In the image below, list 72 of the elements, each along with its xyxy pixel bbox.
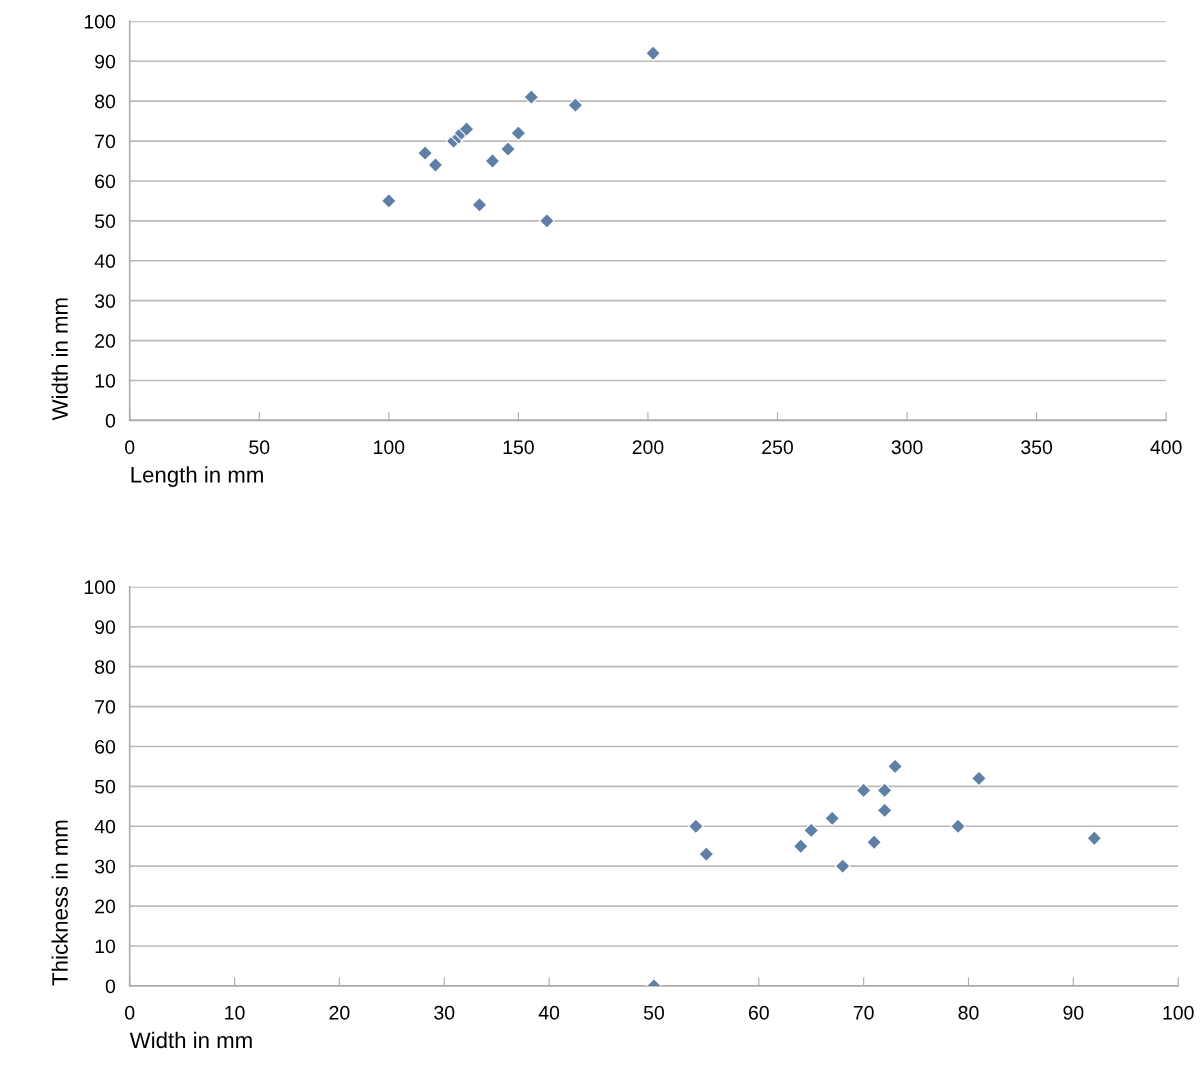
y-axis-title: Thickness in mm — [51, 820, 68, 986]
x-tick-label: 40 — [538, 1005, 560, 1020]
point — [458, 121, 475, 137]
point — [471, 197, 488, 213]
y-tick-label: 20 — [95, 334, 116, 348]
point — [855, 782, 872, 799]
y-tick-label: 90 — [95, 54, 116, 69]
point — [1086, 830, 1103, 847]
x-tick-label: 100 — [1163, 1005, 1194, 1020]
y-tick-label: 100 — [84, 14, 116, 29]
point — [500, 141, 516, 157]
point — [510, 125, 527, 141]
point — [824, 810, 841, 827]
y-tick-label: 80 — [95, 94, 116, 109]
x-tick-label: 0 — [125, 440, 135, 455]
y-tick-label: 20 — [95, 899, 116, 914]
point — [866, 834, 882, 851]
y-tick-label: 0 — [105, 979, 116, 994]
point — [417, 145, 433, 161]
x-tick-label: 400 — [1150, 440, 1182, 455]
point — [523, 89, 540, 105]
point — [539, 213, 555, 229]
y-tick-label: 10 — [95, 373, 116, 388]
x-tick-label: 250 — [762, 440, 793, 455]
point — [876, 782, 893, 799]
y-tick-label: 50 — [94, 779, 116, 794]
x-tick-label: 70 — [853, 1005, 874, 1020]
x-tick-label: 50 — [249, 440, 270, 455]
x-tick-label: 50 — [643, 1005, 664, 1020]
x-tick-label: 0 — [125, 1005, 135, 1020]
x-tick-label: 150 — [503, 440, 534, 455]
point — [688, 818, 704, 835]
x-axis-title: Length in mm — [131, 466, 263, 488]
point — [950, 818, 966, 835]
y-tick-label: 30 — [94, 859, 116, 874]
point — [484, 153, 501, 169]
y-tick-label: 10 — [95, 939, 116, 954]
y-tick-label: 40 — [94, 819, 116, 834]
x-tick-label: 10 — [225, 1005, 245, 1020]
y-tick-label: 50 — [94, 214, 116, 229]
x-tick-label: 90 — [1063, 1005, 1084, 1020]
x-tick-label: 60 — [748, 1005, 769, 1020]
y-tick-label: 100 — [84, 580, 116, 595]
x-tick-label: 300 — [891, 440, 923, 455]
y-tick-label: 80 — [95, 660, 116, 674]
point — [427, 157, 444, 173]
point — [645, 45, 661, 62]
x-tick-label: 20 — [329, 1005, 350, 1020]
x-tick-label: 350 — [1021, 440, 1053, 455]
point — [834, 858, 851, 875]
y-tick-label: 60 — [95, 174, 116, 189]
point — [876, 802, 893, 819]
y-tick-label: 70 — [95, 134, 116, 149]
y-tick-label: 30 — [94, 294, 116, 308]
y-tick-label: 0 — [105, 413, 116, 428]
y-tick-label: 70 — [95, 700, 116, 714]
y-tick-label: 90 — [95, 620, 116, 634]
point — [887, 758, 903, 775]
point — [567, 97, 584, 113]
point — [803, 822, 820, 839]
x-axis-title: Width in mm — [129, 1031, 252, 1049]
x-tick-label: 200 — [632, 440, 664, 455]
point — [971, 770, 987, 787]
point — [792, 838, 809, 855]
y-tick-label: 60 — [95, 739, 116, 754]
y-tick-label: 40 — [94, 254, 116, 269]
x-tick-label: 80 — [958, 1005, 979, 1020]
x-tick-label: 30 — [434, 1005, 455, 1020]
x-tick-label: 100 — [374, 440, 405, 455]
point — [380, 193, 397, 209]
y-axis-title: Width in mm — [51, 298, 68, 421]
point — [698, 846, 715, 863]
